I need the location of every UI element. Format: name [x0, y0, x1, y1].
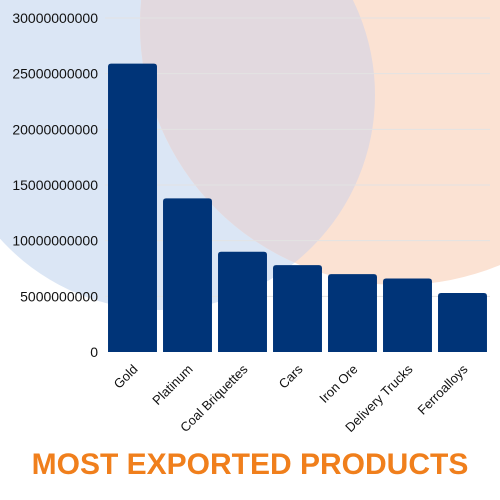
- bar-ferroalloys: [438, 292, 487, 352]
- y-tick-label: 25000000000: [12, 66, 98, 82]
- x-category-label: Cars: [276, 361, 306, 391]
- bars: [108, 63, 487, 352]
- bar-iron-ore: [328, 274, 377, 352]
- bar-delivery-trucks: [383, 278, 432, 352]
- y-axis-tick-labels: 0 5000000000 10000000000 15000000000 2000000…: [12, 10, 98, 360]
- x-category-label: Ferroalloys: [415, 361, 471, 417]
- y-tick-label: 15000000000: [12, 177, 98, 193]
- y-tick-label: 30000000000: [12, 10, 98, 26]
- x-category-label: Iron Ore: [316, 362, 360, 406]
- background-circle-overlap: [140, 0, 375, 285]
- y-tick-label: 20000000000: [12, 121, 98, 137]
- y-tick-label: 5000000000: [20, 288, 98, 304]
- y-tick-label: 0: [90, 344, 98, 360]
- bar-cars: [273, 265, 322, 352]
- bar-gold: [108, 63, 157, 352]
- x-category-label: Gold: [111, 362, 141, 392]
- x-category-label: Platinum: [149, 362, 195, 408]
- y-tick-label: 10000000000: [12, 233, 98, 249]
- background-decoration: [0, 0, 500, 310]
- bar-coal-briquettes: [218, 251, 267, 352]
- chart-title: MOST EXPORTED PRODUCTS: [31, 448, 469, 481]
- bar-platinum: [163, 198, 212, 352]
